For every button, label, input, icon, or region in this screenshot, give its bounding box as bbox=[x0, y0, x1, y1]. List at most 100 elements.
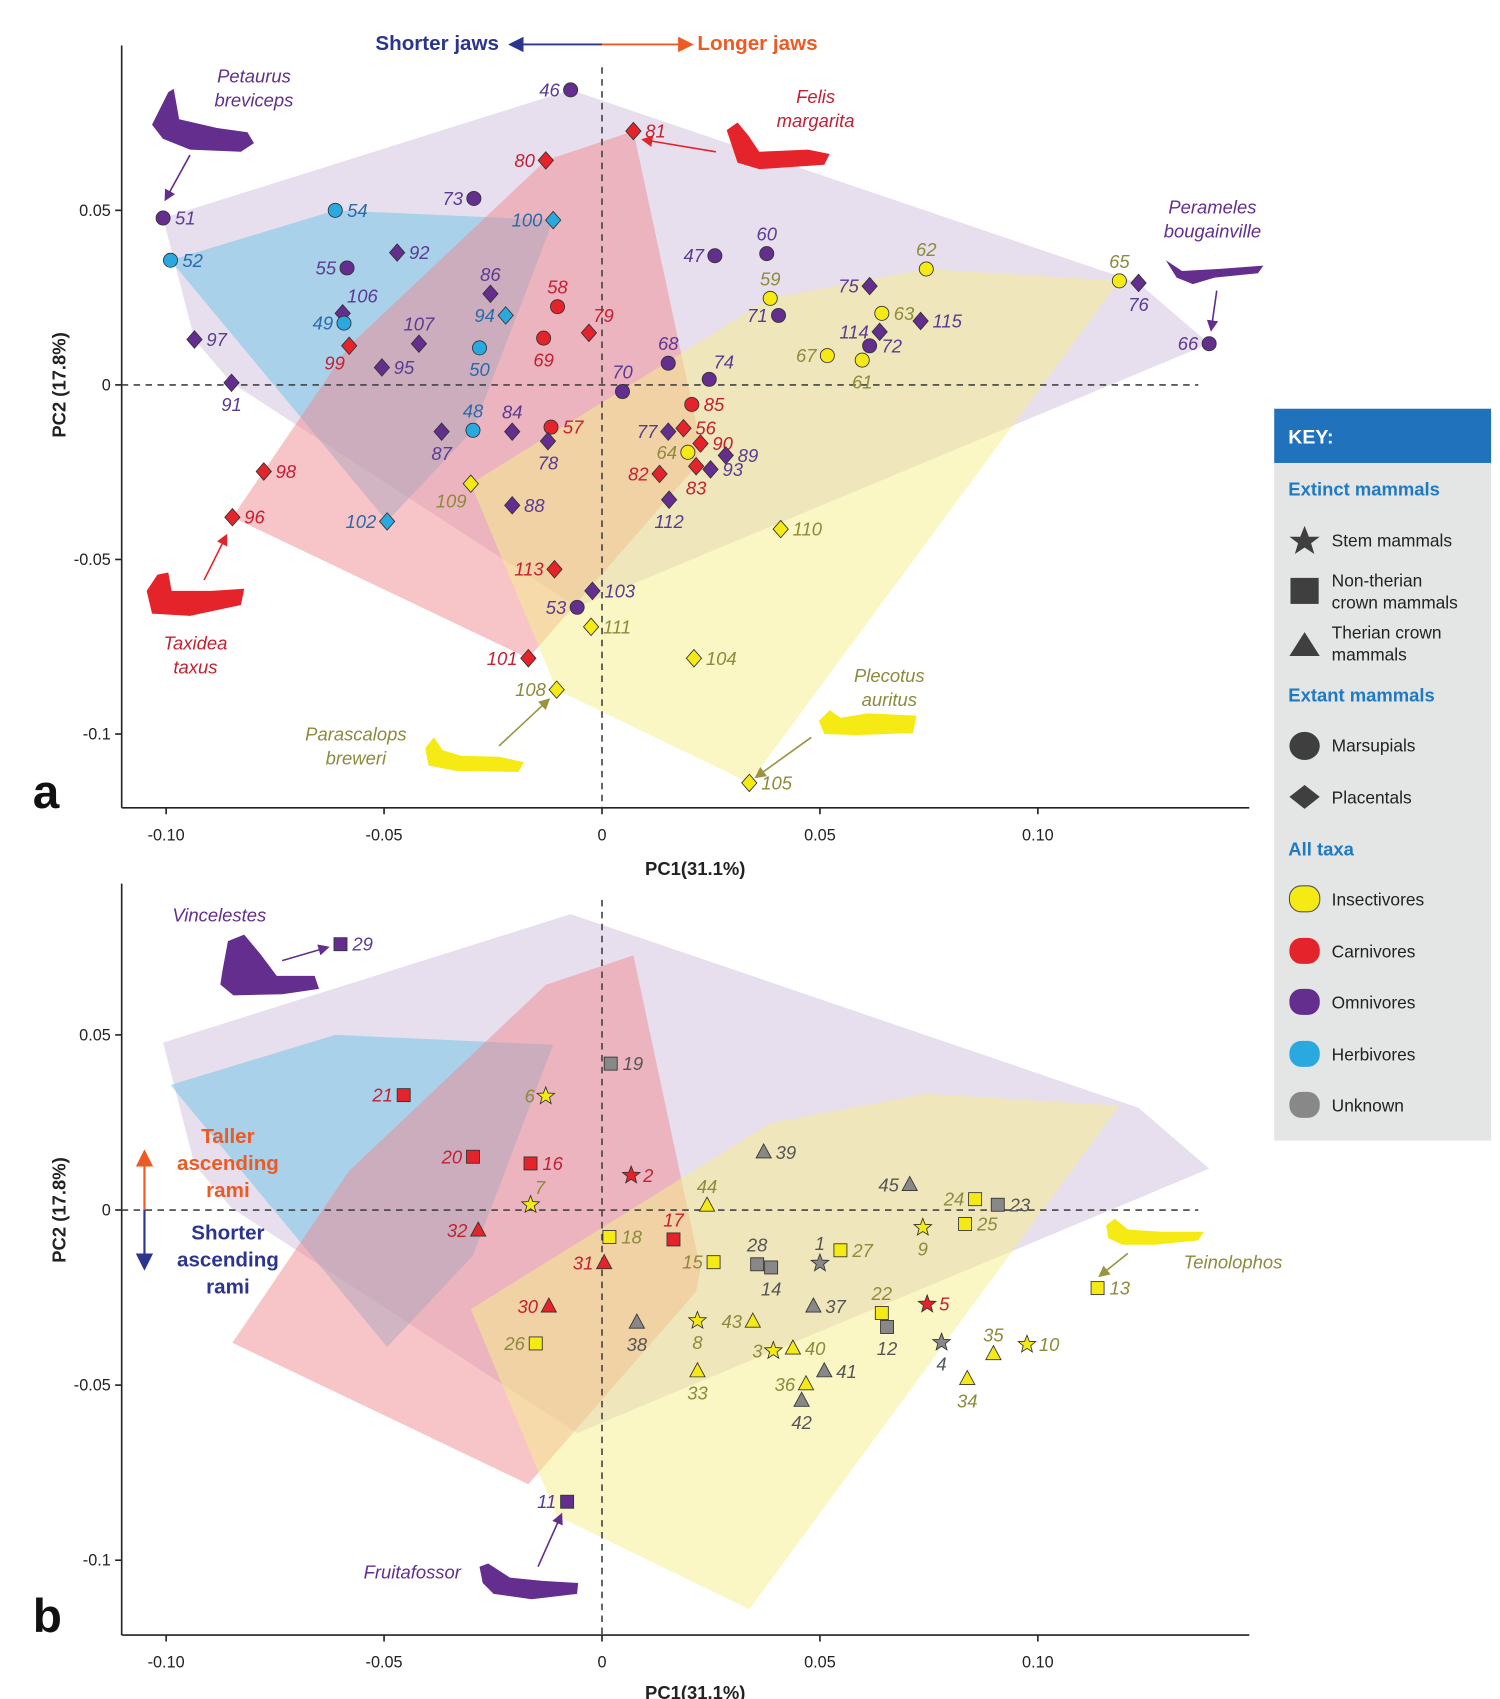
axes-panel-a bbox=[120, 45, 1250, 809]
point-label: 89 bbox=[738, 445, 759, 466]
point-label: 39 bbox=[776, 1142, 797, 1163]
point-marsupial-46 bbox=[563, 82, 579, 98]
point-label: 18 bbox=[621, 1226, 642, 1247]
point-placental-100 bbox=[545, 210, 562, 230]
point-nontherian-12 bbox=[880, 1320, 894, 1334]
x-tick-label: 0.10 bbox=[1022, 826, 1054, 844]
point-nontherian-22 bbox=[874, 1306, 889, 1320]
point-stem-5 bbox=[917, 1293, 938, 1313]
point-nontherian-15 bbox=[706, 1255, 721, 1270]
point-label: 2 bbox=[642, 1165, 653, 1186]
point-placental-93 bbox=[702, 460, 719, 479]
point-label: 84 bbox=[502, 402, 523, 423]
point-label: 48 bbox=[463, 400, 484, 421]
point-label: 113 bbox=[514, 559, 544, 580]
y-tick-label: -0.1 bbox=[83, 725, 111, 743]
point-placental-96 bbox=[224, 507, 241, 527]
svg-text:Therian crown: Therian crown bbox=[1332, 623, 1442, 643]
point-label: 13 bbox=[1110, 1278, 1131, 1299]
point-placental-88 bbox=[504, 496, 521, 515]
star-icon bbox=[1289, 525, 1320, 555]
point-label: 30 bbox=[517, 1296, 538, 1317]
point-placental-102 bbox=[378, 512, 396, 531]
point-label: 6 bbox=[525, 1086, 536, 1107]
point-label: 3 bbox=[752, 1340, 763, 1361]
point-label: 71 bbox=[747, 305, 768, 326]
point-label: 37 bbox=[825, 1296, 846, 1317]
svg-text:Vincelestes: Vincelestes bbox=[172, 905, 266, 926]
point-stem-7 bbox=[520, 1194, 541, 1214]
point-label: 41 bbox=[836, 1361, 857, 1382]
point-marsupial-57 bbox=[543, 419, 559, 435]
plecotus-jaw-icon bbox=[818, 710, 917, 736]
point-placental-94 bbox=[497, 306, 514, 325]
point-label: 17 bbox=[663, 1209, 684, 1230]
petaurus-jaw-icon bbox=[152, 88, 254, 152]
y-tick-label: 0 bbox=[102, 1201, 111, 1219]
point-label: 85 bbox=[704, 394, 725, 415]
point-therian-38 bbox=[628, 1313, 646, 1329]
y-tick-label: 0.05 bbox=[79, 202, 111, 220]
point-label: 79 bbox=[593, 305, 614, 326]
point-therian-31 bbox=[595, 1253, 613, 1270]
point-therian-30 bbox=[540, 1297, 558, 1313]
point-label: 64 bbox=[657, 442, 678, 463]
svg-text:Parascalops: Parascalops bbox=[305, 724, 406, 745]
point-label: 67 bbox=[796, 345, 817, 366]
point-label: 36 bbox=[775, 1374, 796, 1395]
triangle-icon bbox=[1289, 632, 1320, 656]
svg-text:Plecotus: Plecotus bbox=[854, 665, 925, 686]
point-label: 29 bbox=[351, 934, 373, 955]
svg-text:Fruitafossor: Fruitafossor bbox=[364, 1562, 462, 1583]
point-placental-75 bbox=[861, 276, 878, 296]
svg-text:rami: rami bbox=[206, 1275, 250, 1298]
svg-text:Perameles: Perameles bbox=[1168, 197, 1256, 218]
point-stem-6 bbox=[535, 1085, 556, 1105]
teinolophos-jaw-icon bbox=[1106, 1218, 1204, 1245]
svg-text:Carnivores: Carnivores bbox=[1332, 941, 1416, 961]
point-nontherian-29 bbox=[333, 937, 348, 952]
vincelestes-jaw-icon bbox=[220, 934, 320, 996]
point-placental-110 bbox=[772, 519, 789, 539]
point-marsupial-54 bbox=[327, 202, 343, 218]
point-placental-77 bbox=[660, 422, 677, 442]
point-label: 69 bbox=[533, 349, 554, 370]
point-placental-92 bbox=[388, 243, 406, 262]
svg-text:Petaurus: Petaurus bbox=[217, 65, 291, 86]
point-label: 44 bbox=[697, 1176, 718, 1197]
felis-jaw-icon bbox=[726, 122, 830, 170]
point-placental-109 bbox=[462, 474, 479, 494]
point-label: 27 bbox=[851, 1240, 873, 1261]
point-marsupial-47 bbox=[707, 248, 723, 264]
x-tick-label: -0.05 bbox=[366, 1654, 403, 1672]
point-nontherian-13 bbox=[1090, 1281, 1105, 1296]
point-marsupial-61 bbox=[854, 352, 870, 368]
point-placental-98 bbox=[255, 462, 272, 481]
rami-annotation: Taller ascending rami Shorter ascending … bbox=[177, 1125, 279, 1299]
point-label: 94 bbox=[474, 305, 495, 326]
point-label: 34 bbox=[957, 1390, 977, 1411]
point-label: 96 bbox=[244, 507, 265, 528]
point-label: 66 bbox=[1178, 333, 1199, 354]
point-marsupial-49 bbox=[336, 315, 352, 331]
panel-label-a: a bbox=[33, 766, 60, 819]
svg-text:KEY:: KEY: bbox=[1288, 426, 1333, 448]
point-label: 26 bbox=[503, 1333, 525, 1354]
point-therian-35 bbox=[985, 1344, 1002, 1361]
svg-text:Taxidea: Taxidea bbox=[163, 632, 227, 653]
point-placental-83 bbox=[687, 456, 705, 476]
point-label: 102 bbox=[346, 511, 377, 532]
point-marsupial-66 bbox=[1201, 336, 1217, 352]
point-placental-84 bbox=[504, 422, 521, 442]
point-label: 115 bbox=[933, 311, 963, 332]
svg-text:Insectivores: Insectivores bbox=[1332, 889, 1425, 909]
point-nontherian-28 bbox=[750, 1257, 765, 1272]
svg-text:Placentals: Placentals bbox=[1332, 787, 1412, 807]
point-label: 83 bbox=[686, 477, 707, 498]
point-label: 91 bbox=[221, 394, 242, 415]
point-label: 24 bbox=[943, 1189, 964, 1210]
point-label: 80 bbox=[514, 150, 535, 171]
point-label: 23 bbox=[1009, 1194, 1031, 1215]
x-axis-label-a: PC1(31.1%) bbox=[645, 858, 745, 879]
